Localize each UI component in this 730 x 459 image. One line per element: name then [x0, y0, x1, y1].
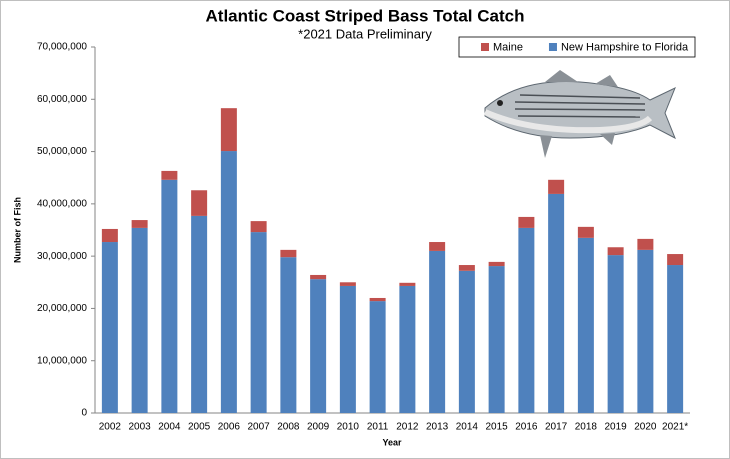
bar-segment [548, 193, 565, 413]
x-tick-label: 2017 [545, 422, 568, 433]
bar-segment [399, 282, 416, 286]
bar-segment [280, 249, 297, 258]
x-tick-label: 2002 [99, 422, 122, 433]
bar-segment [101, 228, 118, 243]
chart-title: Atlantic Coast Striped Bass Total Catch [206, 6, 525, 25]
bar-segment [458, 265, 475, 271]
bar-segment [518, 227, 535, 413]
legend: Maine New Hampshire to Florida [458, 36, 696, 58]
bar-segment [220, 151, 237, 413]
y-tick-label: 50,000,000 [37, 146, 87, 157]
bar-segment [161, 170, 178, 180]
bar-segment [101, 242, 118, 413]
bar-segment [607, 247, 624, 256]
y-tick-label: 0 [81, 408, 87, 419]
bar-segment [339, 282, 356, 286]
bar-segment [191, 215, 208, 413]
bar-segment [637, 238, 654, 250]
legend-swatch [481, 43, 489, 51]
bar-segment [131, 227, 148, 413]
x-tick-label: 2014 [456, 422, 479, 433]
x-tick-label: 2016 [515, 422, 538, 433]
bar-segment [488, 266, 505, 413]
x-tick-label: 2019 [605, 422, 628, 433]
bar-segment [577, 226, 594, 238]
bar-segment [637, 249, 654, 413]
x-tick-label: 2013 [426, 422, 449, 433]
bar-segment [399, 285, 416, 413]
x-tick-label: 2003 [129, 422, 152, 433]
y-tick-label: 30,000,000 [37, 251, 87, 262]
legend-label: Maine [493, 41, 523, 53]
bar-segment [250, 221, 267, 233]
x-tick-label: 2005 [188, 422, 211, 433]
y-tick-label: 40,000,000 [37, 198, 87, 209]
legend-label: New Hampshire to Florida [561, 41, 689, 53]
x-tick-label: 2015 [486, 422, 509, 433]
y-axis-title: Number of Fish [12, 197, 22, 263]
x-tick-label: 2021* [662, 422, 688, 433]
y-tick-label: 70,000,000 [37, 42, 87, 53]
bar-segment [607, 255, 624, 413]
x-tick-label: 2010 [337, 422, 360, 433]
x-tick-label: 2008 [277, 422, 300, 433]
bar-segment [250, 232, 267, 413]
bar-segment [191, 190, 208, 216]
bar-segment [429, 250, 446, 413]
y-tick-label: 10,000,000 [37, 355, 87, 366]
bar-segment [667, 265, 684, 413]
x-tick-label: 2004 [158, 422, 181, 433]
x-tick-label: 2009 [307, 422, 330, 433]
x-tick-label: 2011 [367, 422, 389, 433]
bar-segment [458, 270, 475, 413]
x-tick-label: 2007 [248, 422, 271, 433]
bar-segment [131, 220, 148, 228]
y-tick-label: 60,000,000 [37, 94, 87, 105]
bar-segment [488, 261, 505, 267]
bar-segment [429, 242, 446, 251]
bar-segment [369, 297, 386, 302]
x-axis-title: Year [382, 437, 402, 447]
legend-swatch [548, 43, 557, 51]
bar-segment [577, 237, 594, 413]
y-tick-label: 20,000,000 [37, 303, 87, 314]
bar-segment [310, 279, 327, 413]
x-tick-label: 2018 [575, 422, 598, 433]
fish-illustration [478, 63, 680, 162]
bar-segment [310, 274, 327, 280]
bar-segment [339, 285, 356, 413]
bar-segment [220, 108, 237, 152]
bar-segment [161, 179, 178, 413]
bar-segment [518, 216, 535, 228]
x-tick-label: 2020 [634, 422, 657, 433]
chart-subtitle: *2021 Data Preliminary [298, 26, 432, 41]
bar-segment [369, 301, 386, 413]
bar-segment [280, 257, 297, 413]
x-tick-label: 2012 [396, 422, 419, 433]
bar-segment [548, 179, 565, 194]
bar-segment [667, 254, 684, 266]
x-tick-label: 2006 [218, 422, 241, 433]
